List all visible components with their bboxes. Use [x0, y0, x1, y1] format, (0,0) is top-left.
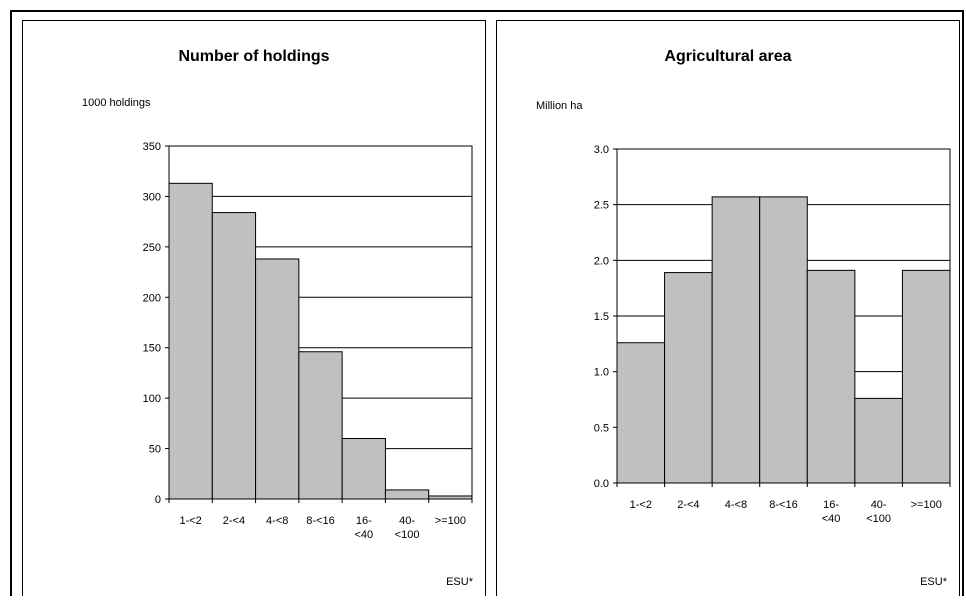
x-tick-label: 16-<40 — [354, 515, 373, 541]
y-tick-label: 200 — [143, 292, 161, 304]
bar — [255, 258, 300, 500]
area-chart: Agricultural area Million ha ESU* 0.0 0.5… — [536, 48, 951, 588]
bar — [341, 437, 386, 500]
y-tick-label: 100 — [143, 393, 161, 405]
y-tick-label: 300 — [143, 191, 161, 203]
y-tick-label: 1.0 — [594, 367, 609, 379]
x-tick-label: 8-<16 — [769, 499, 797, 511]
plot-area: 0.0 0.5 1.0 1.5 2.0 2.5 3.0 1-<2 2-<4 4-<8 8-<16 16… — [594, 144, 951, 525]
y-tick-label: 0.0 — [594, 478, 609, 490]
bar — [298, 351, 343, 500]
y-tick-label: 1.5 — [594, 311, 609, 323]
bar — [384, 489, 430, 500]
holdings-chart-panel: Number of holdings 1000 holdings ESU* 0 5… — [22, 20, 486, 596]
bar — [854, 397, 903, 484]
x-tick-label: 4-<8 — [266, 515, 288, 527]
outer-frame — [10, 10, 964, 596]
bar — [664, 272, 713, 484]
x-tick-label: 40-<100 — [395, 515, 420, 541]
x-axis-label: ESU* — [446, 576, 474, 588]
y-tick-label: 3.0 — [594, 144, 609, 156]
bar — [711, 196, 761, 484]
y-tick-label: 0.5 — [594, 422, 609, 434]
plot-area: 0 50 100 150 200 250 300 350 1-<2 2-<4 4-<8 8-<16 16… — [143, 141, 473, 541]
x-tick-label: 4-<8 — [725, 499, 747, 511]
y-tick-label: 250 — [143, 242, 161, 254]
bar — [211, 212, 257, 500]
chart-title: Agricultural area — [664, 48, 791, 65]
plot-frame — [616, 148, 951, 484]
holdings-chart: Number of holdings 1000 holdings ESU* 0 5… — [82, 48, 474, 588]
y-tick-label: 0 — [155, 494, 161, 506]
y-tick-label: 2.0 — [594, 255, 609, 267]
x-tick-label: 16-<40 — [822, 499, 841, 525]
y-axis-label: 1000 holdings — [82, 97, 151, 109]
x-axis-label: ESU* — [920, 576, 948, 588]
bar — [806, 269, 856, 484]
bar — [168, 182, 213, 500]
chart-title: Number of holdings — [178, 48, 329, 65]
y-tick-label: 350 — [143, 141, 161, 153]
bar — [901, 269, 951, 484]
x-tick-label: 40-<100 — [866, 499, 891, 525]
y-tick-label: 150 — [143, 343, 161, 355]
x-tick-label: 1-<2 — [630, 499, 652, 511]
x-tick-label: >=100 — [911, 499, 942, 511]
plot-frame — [168, 145, 473, 500]
x-tick-label: >=100 — [435, 515, 466, 527]
x-tick-label: 1-<2 — [179, 515, 201, 527]
bar — [759, 196, 808, 484]
x-tick-label: 2-<4 — [677, 499, 699, 511]
x-tick-label: 8-<16 — [306, 515, 334, 527]
x-tick-label: 2-<4 — [223, 515, 245, 527]
y-tick-label: 2.5 — [594, 200, 609, 212]
area-chart-panel: Agricultural area Million ha ESU* 0.0 0.5… — [496, 20, 960, 596]
y-tick-label: 50 — [149, 444, 161, 456]
y-axis-label: Million ha — [536, 100, 583, 112]
bar — [616, 342, 666, 484]
